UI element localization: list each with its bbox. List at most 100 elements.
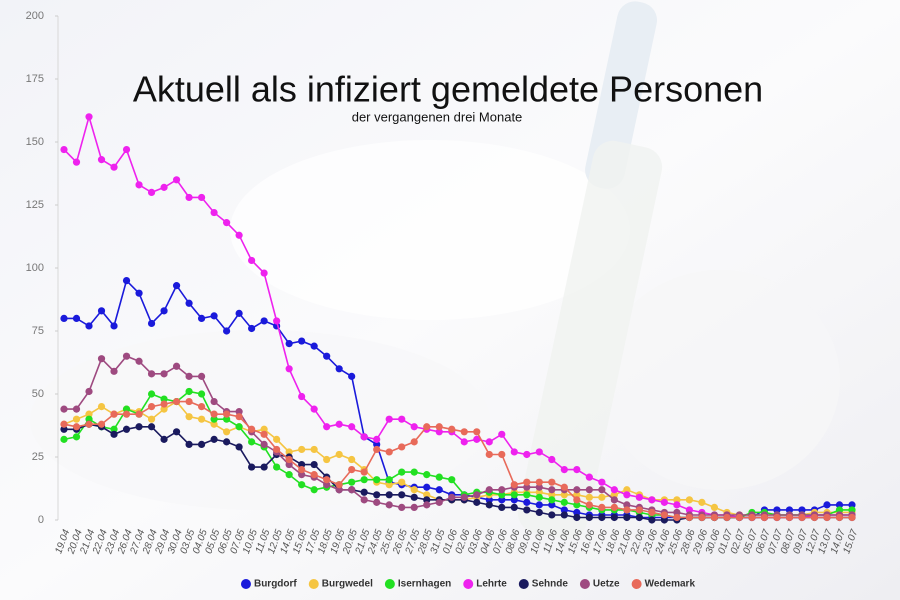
data-point bbox=[160, 183, 168, 191]
data-point bbox=[648, 516, 656, 524]
data-point bbox=[285, 448, 293, 456]
legend-label: Burgdorf bbox=[254, 579, 297, 590]
data-point bbox=[348, 372, 356, 380]
data-point bbox=[310, 486, 318, 494]
data-point bbox=[610, 486, 618, 494]
data-point bbox=[85, 322, 93, 330]
data-point bbox=[373, 440, 381, 448]
data-point bbox=[573, 501, 581, 509]
data-point bbox=[685, 506, 693, 514]
data-point bbox=[698, 498, 706, 506]
data-point bbox=[560, 491, 568, 499]
data-point bbox=[598, 513, 606, 522]
data-point bbox=[848, 513, 856, 522]
data-point bbox=[848, 506, 856, 514]
data-point bbox=[260, 317, 268, 325]
data-point bbox=[172, 428, 181, 436]
data-point bbox=[535, 488, 543, 496]
data-point bbox=[573, 496, 581, 504]
legend-marker bbox=[384, 579, 395, 589]
chart-title: Aktuell als infiziert gemeldete Personen bbox=[133, 69, 763, 110]
data-point bbox=[635, 493, 643, 501]
data-point bbox=[598, 503, 606, 511]
data-point bbox=[535, 448, 543, 456]
data-point bbox=[398, 443, 406, 451]
data-point bbox=[435, 423, 443, 431]
data-point bbox=[285, 460, 293, 469]
data-point bbox=[248, 324, 256, 333]
photo-shape bbox=[230, 140, 630, 320]
data-point bbox=[235, 309, 243, 317]
data-point bbox=[510, 481, 518, 489]
legend-marker bbox=[308, 579, 319, 589]
data-point bbox=[135, 357, 143, 365]
data-point bbox=[235, 231, 243, 239]
data-point bbox=[210, 410, 218, 418]
data-point bbox=[197, 314, 206, 322]
data-point bbox=[285, 455, 293, 464]
data-point bbox=[85, 113, 93, 121]
data-point bbox=[398, 468, 406, 476]
data-point bbox=[573, 491, 581, 499]
data-point bbox=[410, 493, 418, 501]
data-point bbox=[385, 415, 393, 423]
data-point bbox=[235, 443, 243, 451]
photo-shape bbox=[30, 330, 490, 510]
data-point bbox=[385, 476, 393, 484]
legend-label: Isernhagen bbox=[398, 579, 451, 590]
data-point bbox=[197, 403, 206, 411]
data-point bbox=[147, 403, 156, 411]
data-point bbox=[110, 430, 118, 438]
data-point bbox=[323, 423, 331, 431]
data-point bbox=[473, 491, 481, 499]
data-point bbox=[122, 425, 131, 433]
legend-label: Wedemark bbox=[645, 579, 696, 590]
data-point bbox=[585, 501, 593, 509]
data-point bbox=[810, 513, 819, 522]
data-point bbox=[310, 342, 318, 350]
legend-item: Burgdorf bbox=[240, 579, 297, 590]
data-point bbox=[523, 483, 531, 491]
data-point bbox=[560, 466, 568, 474]
data-point bbox=[273, 435, 281, 443]
data-point bbox=[573, 513, 581, 522]
data-point bbox=[423, 483, 431, 491]
legend-item: Lehrte bbox=[463, 579, 507, 590]
y-tick-label: 25 bbox=[32, 451, 44, 463]
legend: Burgdorf Burgwedel Isernhagen Lehrte Sehnde U… bbox=[240, 579, 696, 590]
data-point bbox=[310, 460, 318, 469]
data-point bbox=[360, 476, 368, 484]
data-point bbox=[323, 352, 331, 360]
data-point bbox=[485, 486, 493, 494]
data-point bbox=[335, 450, 343, 459]
data-point bbox=[673, 496, 681, 504]
data-point bbox=[60, 435, 68, 443]
data-point bbox=[210, 415, 218, 423]
data-point bbox=[185, 372, 193, 380]
data-point bbox=[548, 491, 556, 499]
data-point bbox=[560, 511, 568, 519]
data-point bbox=[85, 415, 93, 423]
data-point bbox=[185, 397, 193, 406]
data-point bbox=[298, 445, 306, 454]
data-point bbox=[585, 473, 593, 481]
data-point bbox=[423, 423, 431, 431]
legend-marker bbox=[518, 579, 529, 589]
data-point bbox=[560, 498, 568, 506]
data-point bbox=[623, 501, 631, 509]
data-point bbox=[710, 503, 719, 511]
data-point bbox=[535, 493, 543, 501]
data-point bbox=[773, 513, 781, 522]
data-point bbox=[448, 493, 456, 501]
data-point bbox=[435, 486, 443, 494]
data-point bbox=[573, 466, 581, 474]
data-point bbox=[835, 506, 844, 514]
data-point bbox=[398, 478, 406, 486]
series-line bbox=[64, 355, 852, 516]
data-point bbox=[398, 503, 406, 511]
legend-marker bbox=[463, 579, 474, 589]
data-point bbox=[373, 435, 381, 443]
data-point bbox=[298, 481, 306, 489]
data-point bbox=[510, 496, 518, 504]
data-point bbox=[510, 491, 518, 499]
